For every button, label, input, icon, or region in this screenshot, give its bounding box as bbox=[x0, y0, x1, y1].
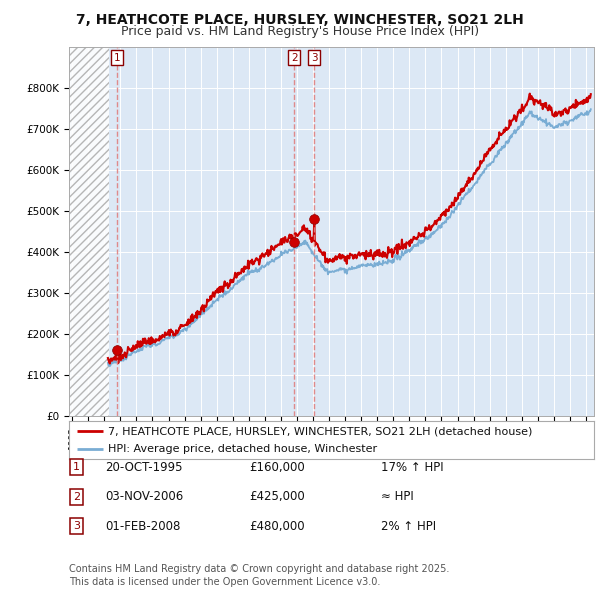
Text: 1: 1 bbox=[73, 463, 80, 472]
Text: 01-FEB-2008: 01-FEB-2008 bbox=[105, 520, 181, 533]
Text: 03-NOV-2006: 03-NOV-2006 bbox=[105, 490, 183, 503]
Text: 3: 3 bbox=[311, 53, 317, 63]
Text: 2: 2 bbox=[73, 492, 80, 502]
Text: 7, HEATHCOTE PLACE, HURSLEY, WINCHESTER, SO21 2LH: 7, HEATHCOTE PLACE, HURSLEY, WINCHESTER,… bbox=[76, 13, 524, 27]
Text: £425,000: £425,000 bbox=[249, 490, 305, 503]
Text: 2% ↑ HPI: 2% ↑ HPI bbox=[381, 520, 436, 533]
Text: 1: 1 bbox=[114, 53, 121, 63]
Text: ≈ HPI: ≈ HPI bbox=[381, 490, 414, 503]
Text: 3: 3 bbox=[73, 522, 80, 531]
Text: 2: 2 bbox=[291, 53, 298, 63]
Text: £480,000: £480,000 bbox=[249, 520, 305, 533]
Text: 7, HEATHCOTE PLACE, HURSLEY, WINCHESTER, SO21 2LH (detached house): 7, HEATHCOTE PLACE, HURSLEY, WINCHESTER,… bbox=[109, 427, 533, 437]
Text: 17% ↑ HPI: 17% ↑ HPI bbox=[381, 461, 443, 474]
Text: 20-OCT-1995: 20-OCT-1995 bbox=[105, 461, 182, 474]
Text: HPI: Average price, detached house, Winchester: HPI: Average price, detached house, Winc… bbox=[109, 444, 377, 454]
Text: Contains HM Land Registry data © Crown copyright and database right 2025.
This d: Contains HM Land Registry data © Crown c… bbox=[69, 564, 449, 587]
Text: Price paid vs. HM Land Registry's House Price Index (HPI): Price paid vs. HM Land Registry's House … bbox=[121, 25, 479, 38]
Text: £160,000: £160,000 bbox=[249, 461, 305, 474]
